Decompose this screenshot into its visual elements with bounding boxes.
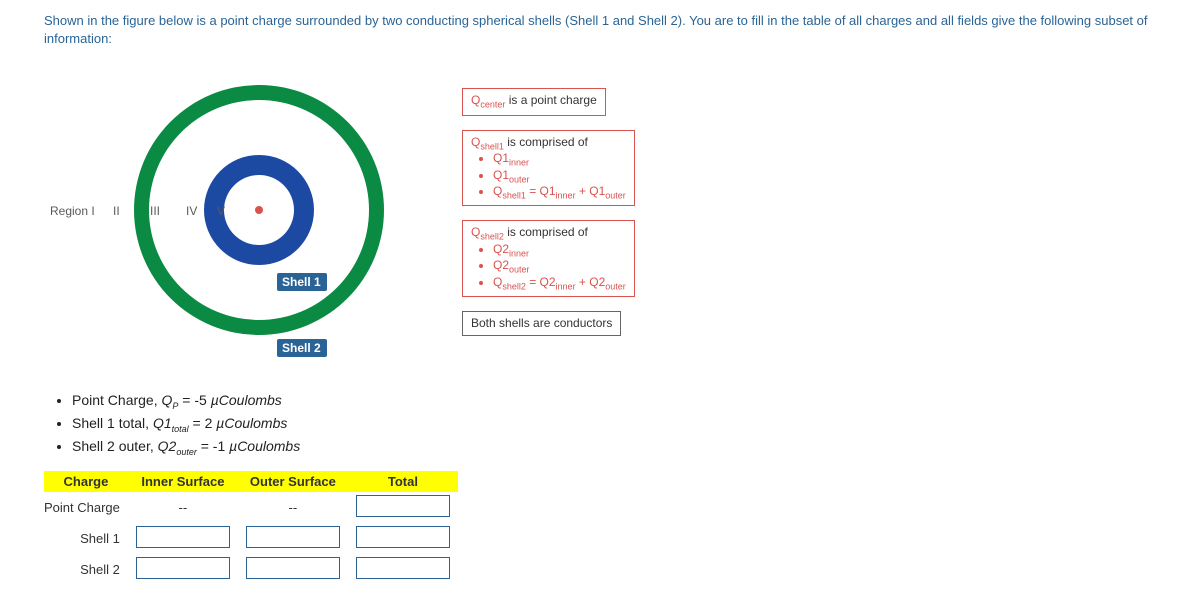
s2-l3a: Q [493, 275, 502, 289]
input-shell2-total[interactable] [356, 557, 450, 579]
input-shell1-total[interactable] [356, 526, 450, 548]
g2-val: = 2 [189, 415, 217, 431]
s2-li2b: outer [509, 265, 530, 275]
s1-txt: is comprised of [504, 135, 588, 149]
svg-text:III: III [150, 204, 160, 218]
g3-val: = -1 [197, 438, 229, 454]
svg-text:II: II [113, 204, 120, 218]
g1-sym: Q [162, 392, 173, 408]
input-shell1-outer[interactable] [246, 526, 340, 548]
s2-l3eq: = Q2 [526, 275, 556, 289]
th-inner: Inner Surface [128, 471, 238, 492]
note-qshell2: Qshell2 is comprised of Q2inner Q2outer … [462, 220, 635, 297]
th-outer: Outer Surface [238, 471, 348, 492]
notes-column: Qcenter is a point charge Qshell1 is com… [462, 88, 635, 350]
svg-text:IV: IV [186, 204, 197, 218]
s2-li1a: Q2 [493, 242, 509, 256]
s1-li2: Q1outer [493, 168, 626, 184]
input-shell2-inner[interactable] [136, 557, 230, 579]
row-shell1: Shell 1 [44, 523, 458, 554]
th-charge: Charge [44, 471, 128, 492]
note-qshell1: Qshell1 is comprised of Q1inner Q1outer … [462, 130, 635, 207]
row-point-charge: Point Charge -- -- [44, 492, 458, 523]
g2-pre: Shell 1 total, [72, 415, 153, 431]
g1-val: = -5 [178, 392, 210, 408]
r1-outer: -- [238, 492, 348, 523]
r3-label: Shell 2 [44, 554, 128, 585]
shells-svg: Region IIIIIIIVVShell 1Shell 2 [44, 66, 444, 366]
s2-li2: Q2outer [493, 258, 626, 274]
page-root: Shown in the figure below is a point cha… [0, 0, 1200, 605]
input-point-total[interactable] [356, 495, 450, 517]
s1-l3a: Q [493, 184, 502, 198]
g1-unit: µCoulombs [211, 392, 282, 408]
input-shell1-inner[interactable] [136, 526, 230, 548]
row-shell2: Shell 2 [44, 554, 458, 585]
s1-l3as: shell1 [502, 190, 526, 200]
r1-total-cell [348, 492, 458, 523]
svg-text:V: V [217, 204, 225, 218]
s2-li1: Q2inner [493, 242, 626, 258]
qcenter-sym: Q [471, 93, 480, 107]
qcenter-sub: center [480, 100, 505, 110]
givens-list: Point Charge, QP = -5 µCoulombs Shell 1 … [44, 392, 1200, 456]
note-conductors: Both shells are conductors [462, 311, 621, 336]
note-qcenter: Qcenter is a point charge [462, 88, 606, 115]
s2-l3p: + Q2 [576, 275, 606, 289]
s1-l3eq: = Q1 [526, 184, 556, 198]
s1-list: Q1inner Q1outer Qshell1 = Q1inner + Q1ou… [471, 151, 626, 200]
s2-l3bs: inner [556, 281, 576, 291]
given-2: Shell 1 total, Q1total = 2 µCoulombs [72, 415, 1200, 434]
g2-sym: Q1 [153, 415, 172, 431]
s2-list: Q2inner Q2outer Qshell2 = Q2inner + Q2ou… [471, 242, 626, 291]
shells-diagram: Region IIIIIIIVVShell 1Shell 2 [44, 66, 444, 366]
s2-l3cs: outer [605, 281, 626, 291]
r1-label: Point Charge [44, 492, 128, 523]
s1-l3cs: outer [605, 190, 626, 200]
qcenter-txt: is a point charge [505, 93, 596, 107]
table-header-row: Charge Inner Surface Outer Surface Total [44, 471, 458, 492]
s1-li2a: Q1 [493, 168, 509, 182]
r1-inner: -- [128, 492, 238, 523]
given-3: Shell 2 outer, Q2outer = -1 µCoulombs [72, 438, 1200, 457]
s2-l3as: shell2 [502, 281, 526, 291]
g3-sym: Q2 [158, 438, 177, 454]
r2-label: Shell 1 [44, 523, 128, 554]
g3-pre: Shell 2 outer, [72, 438, 158, 454]
given-1: Point Charge, QP = -5 µCoulombs [72, 392, 1200, 411]
charge-table: Charge Inner Surface Outer Surface Total… [44, 471, 458, 585]
s1-l3bs: inner [556, 190, 576, 200]
s2-txt: is comprised of [504, 225, 588, 239]
s1-li1a: Q1 [493, 151, 509, 165]
s1-li3: Qshell1 = Q1inner + Q1outer [493, 184, 626, 200]
s1-li1: Q1inner [493, 151, 626, 167]
s2-sym: Q [471, 225, 480, 239]
g2-sub: total [172, 424, 189, 434]
s2-li2a: Q2 [493, 258, 509, 272]
th-total: Total [348, 471, 458, 492]
input-shell2-outer[interactable] [246, 557, 340, 579]
g2-unit: µCoulombs [216, 415, 287, 431]
g1-pre: Point Charge, [72, 392, 162, 408]
s1-li1b: inner [509, 158, 529, 168]
s1-li2b: outer [509, 174, 530, 184]
intro-text: Shown in the figure below is a point cha… [44, 12, 1200, 48]
g3-unit: µCoulombs [229, 438, 300, 454]
svg-text:Region I: Region I [50, 204, 95, 218]
mid-row: Region IIIIIIIVVShell 1Shell 2 Qcenter i… [44, 66, 1200, 366]
s1-sub: shell1 [480, 141, 504, 151]
s1-l3p: + Q1 [576, 184, 606, 198]
svg-text:Shell 1: Shell 1 [282, 275, 321, 289]
g3-sub: outer [176, 447, 197, 457]
svg-text:Shell 2: Shell 2 [282, 341, 321, 355]
s1-sym: Q [471, 135, 480, 149]
s2-li3: Qshell2 = Q2inner + Q2outer [493, 275, 626, 291]
s2-sub: shell2 [480, 232, 504, 242]
s2-li1b: inner [509, 248, 529, 258]
